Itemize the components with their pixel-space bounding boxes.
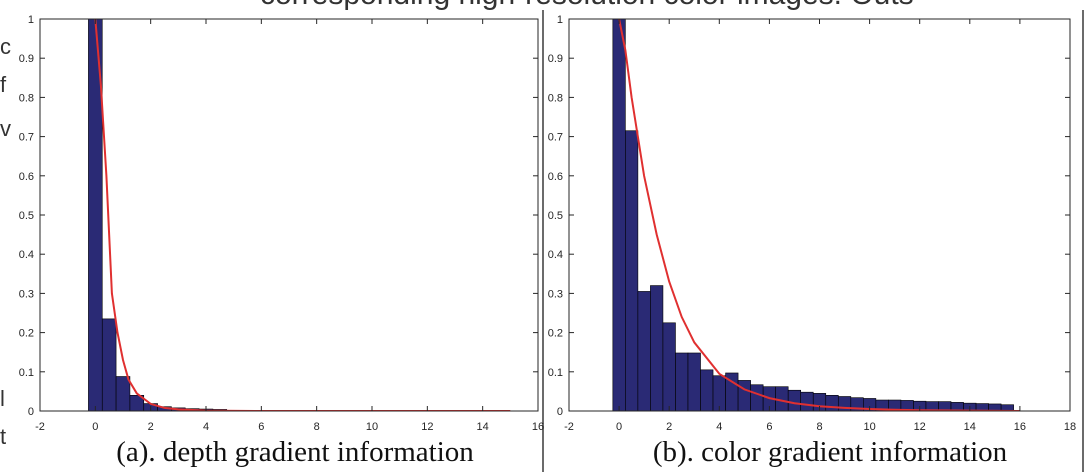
caption-color: (b). color gradient information bbox=[652, 436, 1008, 468]
color-bar bbox=[662, 322, 676, 411]
color-x-tick-label: 4 bbox=[716, 421, 722, 433]
color-y-tick-label: 0.6 bbox=[548, 171, 563, 183]
depth-x-tick-label: 2 bbox=[148, 421, 154, 433]
color-y-tick-label: 0.9 bbox=[548, 53, 563, 65]
color-y-tick-label: 0.1 bbox=[548, 367, 563, 379]
depth-x-tick-label: 0 bbox=[92, 421, 98, 433]
edge-fragment: v bbox=[0, 116, 11, 141]
depth-y-tick-label: 0.2 bbox=[19, 328, 34, 340]
edge-fragment: t bbox=[0, 424, 7, 449]
color-bar bbox=[787, 389, 802, 411]
color-bar bbox=[700, 369, 714, 411]
color-x-tick-label: 18 bbox=[1064, 421, 1076, 433]
depth-bar bbox=[101, 318, 117, 411]
color-x-tick-label: -2 bbox=[564, 421, 574, 433]
depth-y-tick-label: 0.6 bbox=[19, 171, 34, 183]
depth-y-tick-label: 0 bbox=[28, 406, 34, 418]
depth-y-tick-label: 0.4 bbox=[19, 249, 34, 261]
color-fit-curve bbox=[618, 19, 1020, 411]
depth-x-tick-label: 14 bbox=[477, 421, 489, 433]
color-x-tick-label: 12 bbox=[914, 421, 926, 433]
depth-x-tick-label: 4 bbox=[203, 421, 209, 433]
color-y-tick-label: 0.3 bbox=[548, 288, 563, 300]
depth-x-tick-label: 10 bbox=[366, 421, 378, 433]
edge-fragment: f bbox=[0, 72, 7, 97]
depth-y-tick-label: 0.8 bbox=[19, 92, 34, 104]
color-x-tick-label: 16 bbox=[1014, 421, 1026, 433]
color-bar bbox=[750, 384, 764, 411]
color-bar bbox=[737, 380, 751, 411]
color-y-tick-label: 1 bbox=[557, 14, 563, 26]
depth-fit-curve bbox=[94, 19, 511, 411]
color-bar bbox=[650, 285, 664, 411]
depth-x-tick-label: 16 bbox=[532, 421, 544, 433]
color-x-tick-label: 2 bbox=[666, 421, 672, 433]
depth-y-tick-label: 0.3 bbox=[19, 288, 34, 300]
color-y-tick-label: 0.5 bbox=[548, 210, 563, 222]
color-x-tick-label: 6 bbox=[766, 421, 772, 433]
color-y-tick-label: 0.7 bbox=[548, 132, 563, 144]
color-x-tick-label: 0 bbox=[616, 421, 622, 433]
color-bar bbox=[612, 19, 626, 411]
edge-fragment: c bbox=[0, 34, 11, 59]
depth-x-tick-label: -2 bbox=[35, 421, 45, 433]
depth-bar bbox=[129, 395, 145, 411]
color-x-tick-label: 10 bbox=[863, 421, 875, 433]
depth-y-tick-label: 1 bbox=[28, 14, 34, 26]
cropped-text-strip: corresponding high-resolution color imag… bbox=[260, 0, 1084, 10]
depth-x-tick-label: 12 bbox=[421, 421, 433, 433]
cropped-text: corresponding high-resolution color imag… bbox=[260, 0, 914, 10]
depth-y-tick-label: 0.9 bbox=[19, 53, 34, 65]
color-bar bbox=[675, 352, 689, 411]
color-bar bbox=[800, 391, 814, 411]
caption-depth: (a). depth gradient information bbox=[116, 436, 474, 468]
color-bar bbox=[825, 395, 839, 411]
color-bar bbox=[687, 352, 701, 411]
depth-bar bbox=[88, 19, 103, 411]
color-y-tick-label: 0.4 bbox=[548, 249, 563, 261]
color-y-tick-label: 0.2 bbox=[548, 328, 563, 340]
depth-y-tick-label: 0.5 bbox=[19, 210, 34, 222]
edge-fragment: l bbox=[0, 386, 5, 411]
color-bar bbox=[637, 291, 651, 411]
color-x-tick-label: 14 bbox=[964, 421, 976, 433]
depth-y-tick-label: 0.1 bbox=[19, 367, 34, 379]
color-x-tick-label: 8 bbox=[816, 421, 822, 433]
depth-x-tick-label: 8 bbox=[314, 421, 320, 433]
color-y-tick-label: 0.8 bbox=[548, 92, 563, 104]
depth-bar bbox=[115, 376, 131, 411]
depth-y-tick-label: 0.7 bbox=[19, 132, 34, 144]
color-bar bbox=[712, 375, 726, 411]
color-y-tick-label: 0 bbox=[557, 406, 563, 418]
color-bar bbox=[625, 130, 639, 411]
depth-x-tick-label: 6 bbox=[258, 421, 264, 433]
